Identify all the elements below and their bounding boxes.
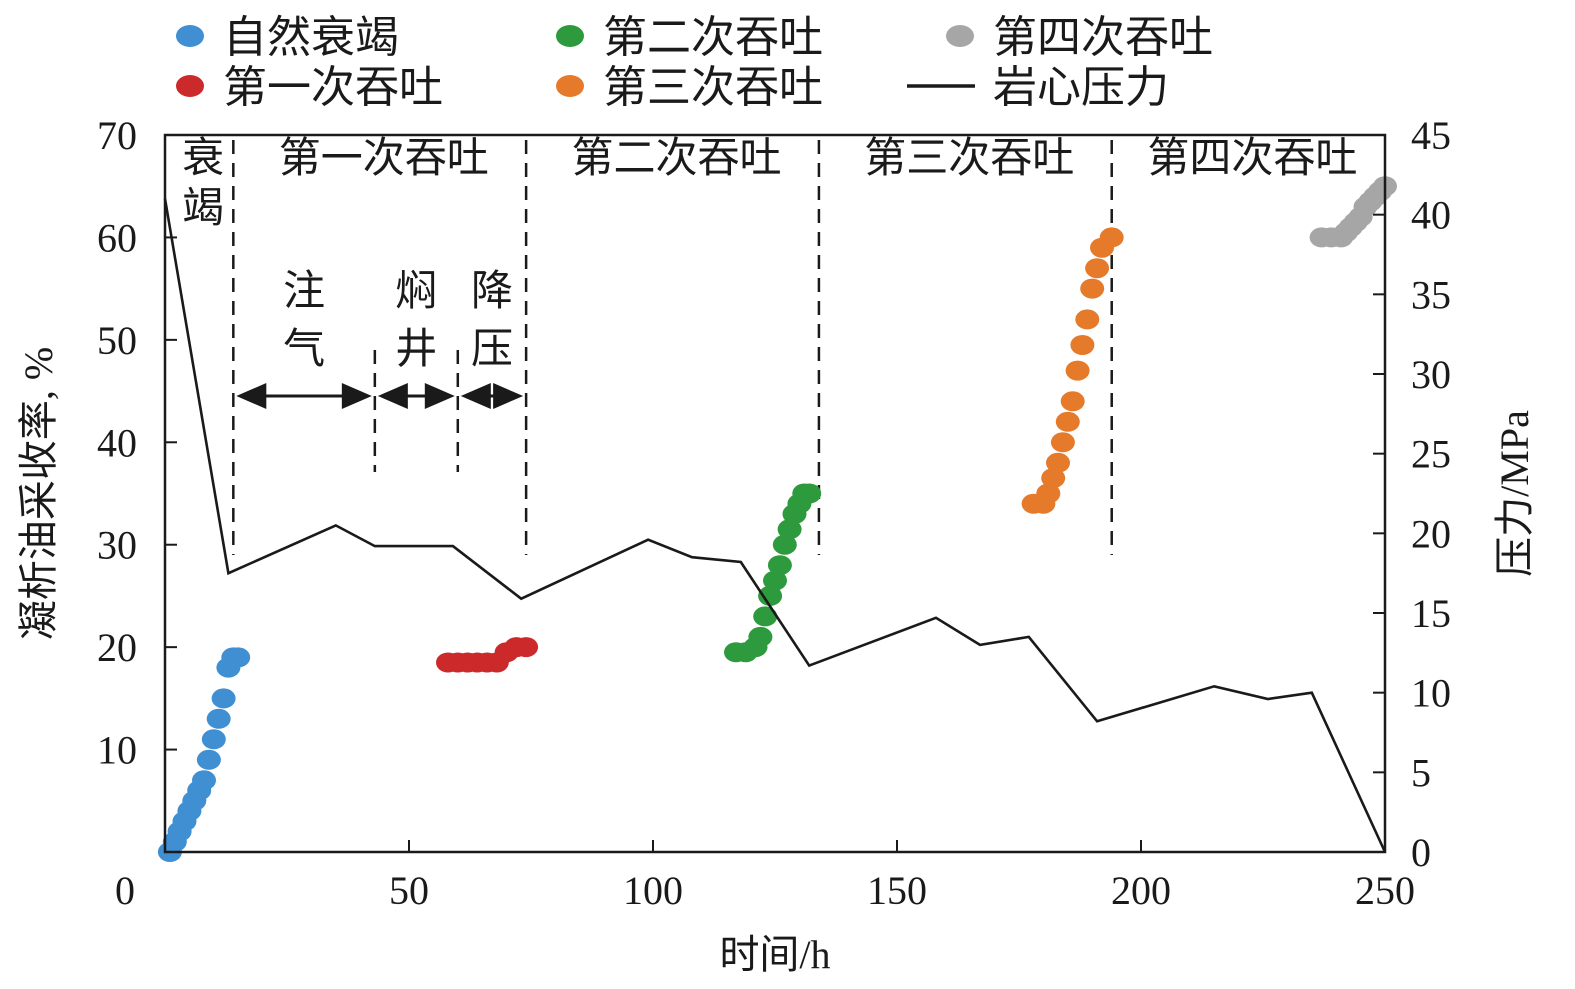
data-point (1075, 309, 1100, 330)
pressure-line (163, 198, 1387, 853)
y2-tick-label: 0 (1411, 830, 1431, 875)
data-point (797, 483, 822, 504)
legend-swatch-dot (946, 25, 974, 47)
x-tick-label: 150 (867, 868, 927, 913)
stage-arrow-head-right (493, 383, 524, 409)
stage-label-char: 气 (283, 327, 325, 373)
legend-label: 岩心压力 (993, 63, 1169, 112)
data-point (777, 519, 802, 540)
legend-swatch-dot (556, 75, 584, 97)
data-point (1080, 278, 1105, 299)
legend-label: 第二次吞吐 (603, 13, 823, 62)
y2-tick-label: 15 (1411, 591, 1451, 636)
y2-axis-title: 压力/MPa (1492, 410, 1537, 577)
y2-tick-label: 30 (1411, 352, 1451, 397)
data-point (1065, 360, 1090, 381)
x-axis-title: 时间/h (719, 932, 830, 977)
stage-label-char: 压 (471, 327, 513, 373)
stage-label: 注气 (283, 268, 325, 373)
y2-tick-label: 25 (1411, 432, 1451, 477)
y2-tick-label: 5 (1411, 750, 1431, 795)
stage-label-char: 降 (471, 269, 513, 315)
data-point (1055, 411, 1080, 432)
series-marks (157, 176, 1397, 862)
axes: 0 50 100 150 200 250 10 20 30 40 50 60 70 0 5 10 15 20 25 3… (97, 113, 1451, 913)
x-tick-label: 50 (389, 868, 429, 913)
phase-label-char: 竭 (182, 186, 224, 232)
data-point (1041, 468, 1066, 489)
stage-label: 降压 (471, 269, 513, 373)
legend-label: 第三次吞吐 (603, 63, 823, 112)
phase-label-char: 衰 (182, 136, 224, 182)
data-point (211, 688, 236, 709)
y-axis-title: 凝析油采收率, % (16, 347, 61, 640)
stage-label-char: 注 (283, 268, 325, 315)
legend-swatch-dot (176, 75, 204, 97)
data-point (201, 729, 226, 750)
y2-tick-label: 45 (1411, 113, 1451, 158)
y-tick-label: 20 (97, 625, 137, 670)
phase-label: 衰竭 (182, 136, 224, 232)
phase-label: 第四次吞吐 (1147, 136, 1357, 182)
y-tick-label: 60 (97, 215, 137, 260)
data-point (196, 749, 221, 770)
y2-tick-label: 35 (1411, 272, 1451, 317)
legend-swatch-dot (556, 25, 584, 47)
legend-label: 第四次吞吐 (993, 13, 1213, 62)
x-tick-label: 0 (115, 868, 135, 913)
data-point (758, 585, 783, 606)
data-point (1050, 432, 1075, 453)
data-point (206, 708, 231, 729)
phase-dividers (232, 140, 1113, 555)
legend-label: 第一次吞吐 (223, 63, 443, 112)
phase-label: 第三次吞吐 (864, 136, 1074, 182)
stage-arrow-head-right (424, 383, 455, 409)
data-point (1099, 227, 1124, 248)
data-point (514, 637, 539, 658)
x-tick-label: 250 (1355, 868, 1415, 913)
stage-label-char: 井 (395, 327, 437, 373)
data-point (1046, 452, 1070, 473)
data-point (767, 555, 792, 576)
stage-arrow-head-left (377, 383, 408, 409)
phase-label: 第一次吞吐 (279, 136, 489, 182)
y2-tick-label: 20 (1411, 511, 1451, 556)
data-point (1060, 391, 1085, 412)
stage-label: 焖井 (395, 269, 437, 373)
stage-label-char: 焖 (395, 269, 437, 315)
data-point (192, 770, 216, 791)
data-point (226, 647, 251, 668)
y2-tick-label: 10 (1411, 671, 1451, 716)
data-point (748, 626, 773, 647)
stage-arrow-head-left (236, 383, 267, 409)
y-tick-label: 70 (97, 113, 137, 158)
y-tick-label: 40 (97, 420, 137, 465)
x-tick-label: 100 (623, 868, 683, 913)
x-tick-label: 200 (1111, 868, 1171, 913)
legend-label: 自然衰竭 (223, 13, 399, 62)
phase-label: 第二次吞吐 (572, 136, 782, 182)
y2-tick-label: 40 (1411, 193, 1451, 238)
stage-arrow-head-right (341, 383, 372, 409)
y-tick-label: 10 (97, 728, 137, 773)
phase-labels: 衰竭 第一次吞吐 第二次吞吐 第三次吞吐 第四次吞吐 (182, 136, 1357, 232)
data-point (1036, 483, 1061, 504)
plot-frame (163, 133, 1387, 854)
data-point (772, 534, 797, 555)
data-point (763, 570, 787, 591)
legend-swatch-dot (176, 25, 204, 47)
y-tick-label: 30 (97, 523, 137, 568)
data-point (753, 606, 778, 627)
data-point (1085, 258, 1110, 279)
data-point (1070, 335, 1095, 355)
stage-arrow-head-left (460, 383, 491, 409)
y-tick-label: 50 (97, 318, 137, 363)
